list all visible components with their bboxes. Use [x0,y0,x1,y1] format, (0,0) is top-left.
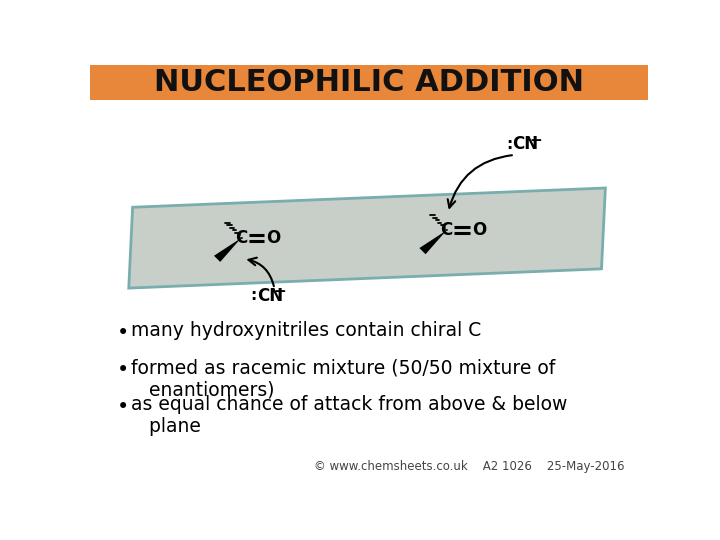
Polygon shape [129,188,606,288]
Bar [90,65,648,100]
Text: −: − [529,133,542,148]
Text: C: C [235,229,247,247]
Text: −: − [274,285,287,300]
Text: :: : [251,288,256,303]
Text: CN: CN [256,287,283,305]
Polygon shape [419,231,446,254]
Text: as equal chance of attack from above & below
   plane: as equal chance of attack from above & b… [131,395,567,436]
Text: NUCLEOPHILIC ADDITION: NUCLEOPHILIC ADDITION [154,68,584,97]
Text: •: • [117,360,130,380]
Text: many hydroxynitriles contain chiral C: many hydroxynitriles contain chiral C [131,321,482,340]
Text: :: : [506,137,513,152]
FancyArrowPatch shape [448,155,512,208]
Text: © www.chemsheets.co.uk    A2 1026    25-May-2016: © www.chemsheets.co.uk A2 1026 25-May-20… [315,460,625,473]
FancyArrowPatch shape [248,258,274,286]
Text: formed as racemic mixture (50/50 mixture of
   enantiomers): formed as racemic mixture (50/50 mixture… [131,358,555,399]
Text: O: O [266,229,281,247]
Text: CN: CN [513,135,539,153]
Text: O: O [472,221,486,239]
Text: •: • [117,397,130,417]
Text: C: C [441,221,453,239]
Text: •: • [117,323,130,343]
Polygon shape [214,238,241,262]
